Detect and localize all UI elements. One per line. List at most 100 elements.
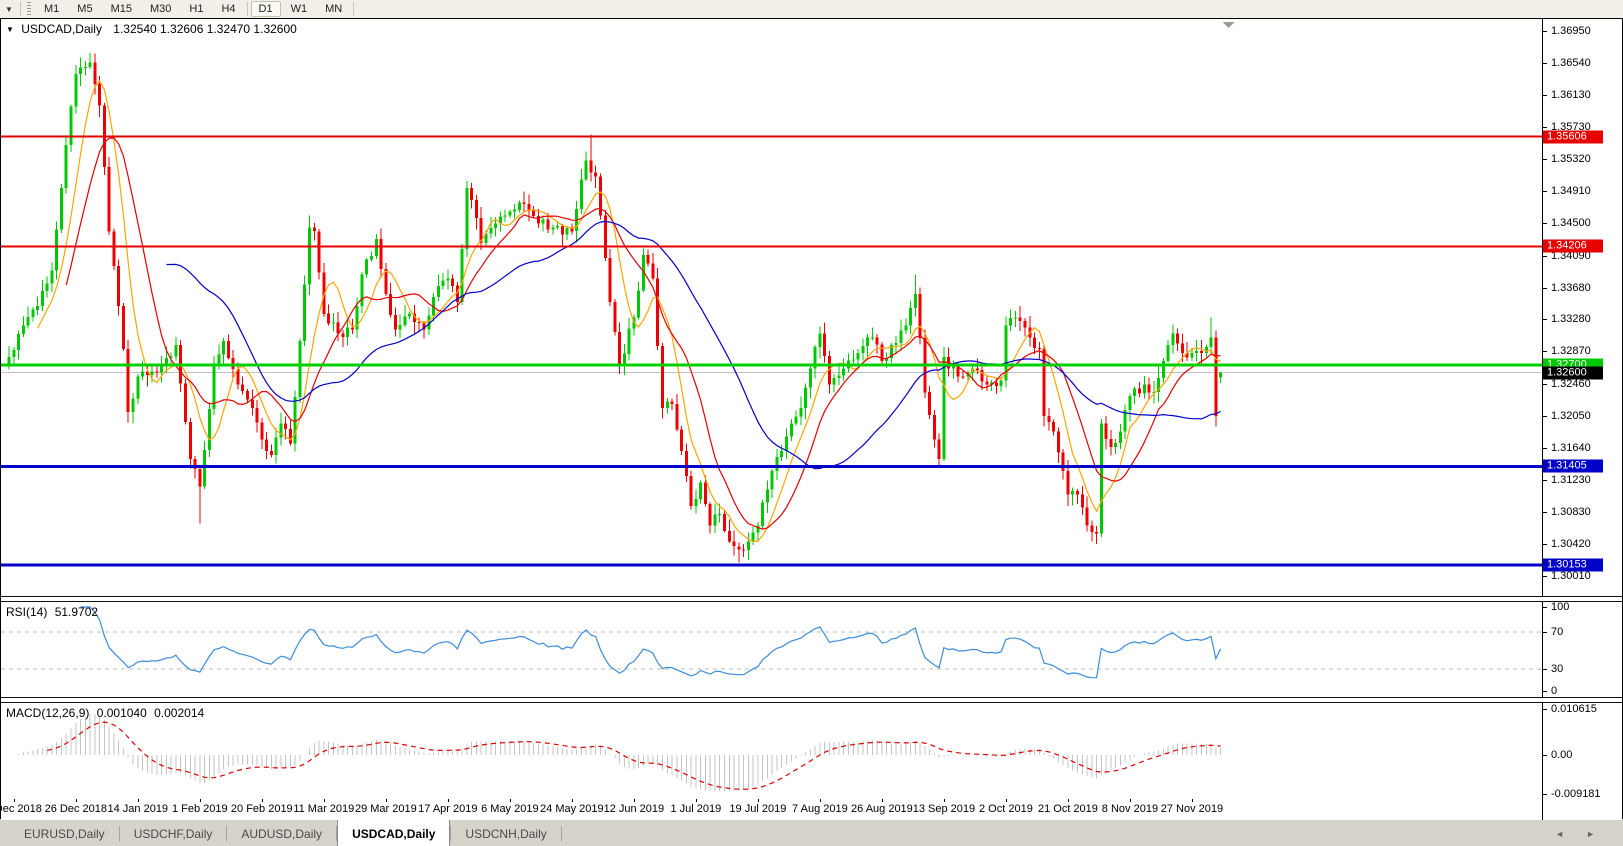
rsi-label: RSI(14) 51.9702	[6, 605, 99, 619]
axis-tick	[1543, 95, 1547, 96]
timeframe-button-w1[interactable]: W1	[290, 3, 308, 15]
price-badge: 1.34206	[1543, 239, 1603, 253]
price-axis-label: 1.34910	[1551, 185, 1591, 198]
title-dropdown-icon[interactable]: ▼	[6, 25, 14, 34]
macd-chart-area[interactable]: MACD(12,26,9) 0.001040 0.002014	[1, 703, 1542, 799]
tab-separator	[336, 826, 338, 841]
rsi-axis-label: 30	[1551, 663, 1564, 676]
timeframe-button-mn[interactable]: MN	[325, 3, 343, 15]
date-tick	[510, 799, 511, 802]
timeframe-button-h1[interactable]: H1	[189, 3, 204, 15]
price-axis-label: 1.30010	[1551, 569, 1591, 582]
ohlc-values: 1.32540 1.32606 1.32470 1.32600	[113, 22, 297, 36]
timeframe-button-m15[interactable]: M15	[110, 3, 132, 15]
date-label: 8 Nov 2019	[1101, 803, 1159, 815]
toolbar-separator	[246, 2, 248, 16]
date-tick	[882, 799, 883, 802]
axis-tick	[1543, 576, 1547, 577]
date-label: 26 Aug 2019	[851, 803, 913, 815]
timeframe-button-d1[interactable]: D1	[250, 1, 281, 17]
axis-tick	[1543, 544, 1547, 545]
price-axis-label: 1.33280	[1551, 313, 1591, 326]
price-badge: 1.30153	[1543, 558, 1603, 572]
axis-tick	[1543, 127, 1547, 128]
axis-tick	[1543, 709, 1547, 710]
axis-tick	[1543, 319, 1547, 320]
date-label: 11 Mar 2019	[293, 803, 355, 815]
shift-marker-icon	[1222, 22, 1235, 28]
timeframe-group: M1 M5 M15 M30 H1 H4 D1 W1 MN	[35, 1, 356, 17]
date-tick	[14, 799, 15, 802]
toolbar-separator	[353, 2, 355, 16]
rsi-chart-area[interactable]: RSI(14) 51.9702	[1, 602, 1542, 697]
tab-scroll-left-icon[interactable]: ◄	[1555, 828, 1565, 839]
date-label: 1 Jul 2019	[670, 803, 722, 815]
macd-value-main: 0.001040	[96, 706, 147, 720]
date-tick	[696, 799, 697, 802]
rsi-line-chart[interactable]	[1, 602, 1542, 697]
price-axis-label: 1.32870	[1551, 345, 1591, 358]
tab-audusd[interactable]: AUDUSD,Daily	[241, 826, 323, 841]
date-tick	[572, 799, 573, 802]
date-label: 29 Mar 2019	[354, 803, 417, 815]
date-tick	[76, 799, 77, 802]
date-label: 26 Dec 2018	[44, 803, 107, 815]
pane-separator[interactable]	[1, 596, 1622, 602]
date-label: 24 May 2019	[540, 803, 604, 815]
price-axis-label: 1.34500	[1551, 217, 1591, 230]
date-label: 12 Jun 2019	[603, 803, 665, 815]
chart-window: ▼ USDCAD,Daily 1.32540 1.32606 1.32470 1…	[0, 18, 1623, 820]
date-label: 14 Jan 2019	[107, 803, 169, 815]
axis-tick	[1543, 416, 1547, 417]
date-tick	[634, 799, 635, 802]
axis-tick	[1543, 794, 1547, 795]
macd-axis-label: -0.009181	[1551, 788, 1601, 799]
tab-usdcnh[interactable]: USDCNH,Daily	[465, 826, 547, 841]
macd-value-signal: 0.002014	[154, 706, 205, 720]
rsi-axis[interactable]: 100 70 30 0	[1542, 602, 1622, 697]
axis-tick	[1543, 448, 1547, 449]
price-axis-label: 1.35730	[1551, 120, 1591, 133]
tab-eurusd[interactable]: EURUSD,Daily	[24, 826, 105, 841]
price-axis-label: 1.36540	[1551, 57, 1591, 70]
tab-scroll-arrows: ◄ ►	[1555, 819, 1623, 846]
price-axis[interactable]: 1.36950 1.36540 1.36130 1.35730 1.35320 1.349…	[1542, 19, 1622, 596]
timeframe-button-m30[interactable]: M30	[149, 3, 172, 15]
candlestick-chart[interactable]	[1, 19, 1542, 596]
tab-usdchf[interactable]: USDCHF,Daily	[133, 826, 213, 841]
timeframe-button-m1[interactable]: M1	[44, 3, 60, 15]
main-chart-area[interactable]: ▼ USDCAD,Daily 1.32540 1.32606 1.32470 1…	[1, 19, 1542, 596]
axis-tick	[1543, 691, 1547, 692]
axis-tick	[1543, 351, 1547, 352]
pane-separator[interactable]	[1, 697, 1622, 703]
tab-separator	[560, 826, 562, 841]
macd-axis[interactable]: 0.010615 0.00 -0.009181	[1542, 703, 1622, 799]
price-axis-label: 1.31640	[1551, 441, 1591, 454]
timeframe-button-h4[interactable]: H4	[221, 3, 236, 15]
macd-axis-label: 0.010615	[1551, 703, 1597, 716]
date-tick	[324, 799, 325, 802]
date-label: 13 Sep 2019	[912, 803, 976, 815]
axis-tick	[1543, 480, 1547, 481]
date-tick	[1006, 799, 1007, 802]
tab-usdcad[interactable]: USDCAD,Daily	[337, 819, 451, 846]
date-tick	[262, 799, 263, 802]
date-label: 17 Apr 2019	[418, 803, 478, 815]
rsi-pane: RSI(14) 51.9702 100 70 30 0	[1, 602, 1622, 697]
tab-scroll-right-icon[interactable]: ►	[1586, 828, 1595, 839]
axis-tick	[1543, 31, 1547, 32]
toolbar-grip[interactable]	[27, 2, 31, 16]
price-axis-label: 1.32460	[1551, 377, 1591, 390]
price-badge: 1.32600	[1543, 366, 1603, 380]
macd-histogram-chart[interactable]	[1, 703, 1542, 799]
toolbar-dropdown-icon[interactable]: ▼	[5, 4, 13, 14]
date-axis-corner	[1542, 799, 1622, 820]
rsi-axis-label: 70	[1551, 625, 1564, 638]
timeframe-button-m5[interactable]: M5	[77, 3, 93, 15]
axis-tick	[1543, 512, 1547, 513]
axis-tick	[1543, 223, 1547, 224]
symbol-title: USDCAD,Daily	[21, 22, 102, 36]
